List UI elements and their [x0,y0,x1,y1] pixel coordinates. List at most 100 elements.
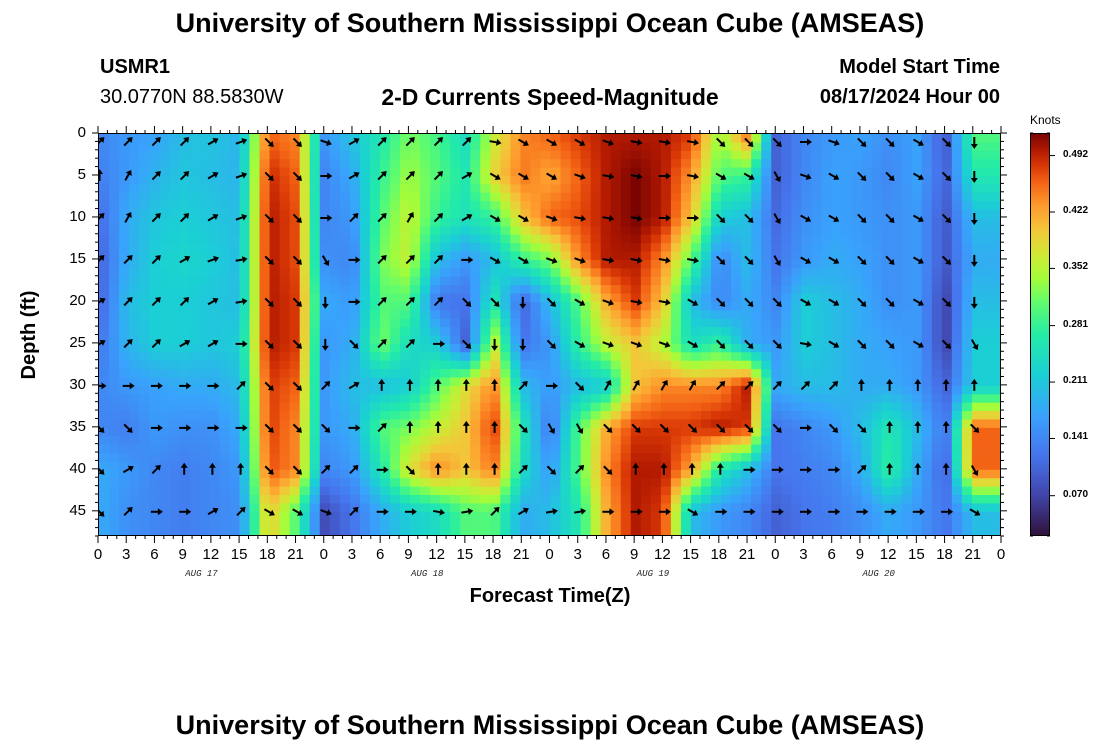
heatmap-cell [831,175,843,185]
heatmap-cell [369,385,381,395]
heatmap-cell [540,461,552,471]
heatmap-cell [911,352,923,362]
heatmap-cell [711,159,722,169]
current-arrow [405,137,415,147]
heatmap-cell [299,385,311,395]
heatmap-cell [941,318,953,328]
heatmap-cell [650,217,662,227]
heatmap-cell [339,520,351,530]
current-arrow [574,214,587,222]
heatmap-cell [560,318,572,328]
heatmap-cell [109,234,120,244]
heatmap-cell [680,469,692,479]
heatmap-cell [761,503,772,513]
heatmap-cell [871,369,883,379]
heatmap-cell [400,486,411,496]
heatmap-cell [299,134,311,143]
heatmap-cell [660,310,672,320]
heatmap-cell [801,385,812,395]
heatmap-cell [610,243,622,253]
heatmap-cell [560,327,572,337]
heatmap-cell [891,478,903,488]
heatmap-cell [319,411,331,421]
heatmap-cell [861,520,873,530]
heatmap-cell [329,142,341,152]
heatmap-cell [299,486,311,496]
heatmap-cell [159,150,170,160]
heatmap-cell [951,453,963,463]
heatmap-cell [209,310,220,320]
heatmap-cell [951,142,963,152]
heatmap-cell [460,184,471,194]
heatmap-cell [650,243,662,253]
heatmap-cell [249,411,261,421]
heatmap-cell [540,427,552,437]
heatmap-cell [801,436,812,446]
heatmap-cell [841,134,853,143]
heatmap-cell [600,461,612,471]
heatmap-cell [430,217,441,227]
heatmap-cell [329,360,341,370]
heatmap-cell [771,301,782,311]
heatmap-cell [249,385,261,395]
heatmap-cell [490,159,501,169]
heatmap-cell [99,175,110,185]
heatmap-cell [139,217,150,227]
current-arrow [517,172,529,181]
heatmap-cell [259,285,271,295]
heatmap-cell [460,209,471,219]
heatmap-cell [389,293,401,303]
current-arrow [687,298,699,306]
heatmap-cell [981,175,993,185]
heatmap-cell [761,234,772,244]
heatmap-cell [690,486,702,496]
heatmap-cell [500,520,511,530]
heatmap-cell [359,192,371,202]
heatmap-cell [670,343,682,353]
heatmap-cell [981,327,993,337]
heatmap-cell [981,159,993,169]
heatmap-cell [821,150,833,160]
heatmap-cell [470,293,481,303]
station-coordinates: 30.0770N 88.5830W [100,86,284,108]
heatmap-cell [379,360,391,370]
heatmap-cell [359,520,371,530]
heatmap-cell [319,394,331,404]
heatmap-cell [239,343,251,353]
current-arrow [941,297,952,307]
heatmap-cell [470,259,481,269]
heatmap-cell [701,217,712,227]
heatmap-cell [420,503,431,513]
heatmap-cell [901,419,913,429]
heatmap-cell [921,201,933,211]
heatmap-cell [149,427,160,437]
heatmap-cell [430,520,441,530]
heatmap-cell [450,327,461,337]
heatmap-cell [319,419,331,429]
heatmap-cell [530,201,542,211]
heatmap-cell [891,503,903,513]
heatmap-cell [379,150,391,160]
heatmap-cell [951,327,963,337]
heatmap-cell [911,134,923,143]
heatmap-cell [911,444,923,454]
heatmap-cell [831,469,843,479]
heatmap-cell [259,310,271,320]
heatmap-cell [680,360,692,370]
heatmap-cell [721,276,732,286]
heatmap-cell [751,335,762,345]
heatmap-cell [610,419,622,429]
heatmap-cell [400,478,411,488]
heatmap-cell [460,520,471,530]
heatmap-cell [480,243,491,253]
heatmap-cell [420,511,431,521]
heatmap-cell [430,201,441,211]
heatmap-cell [620,360,632,370]
heatmap-cell [510,385,521,395]
heatmap-cell [209,419,220,429]
heatmap-cell [279,486,291,496]
heatmap-cell [801,142,812,152]
heatmap-cell [971,385,983,395]
current-arrow [941,255,952,265]
current-arrow [772,137,782,147]
